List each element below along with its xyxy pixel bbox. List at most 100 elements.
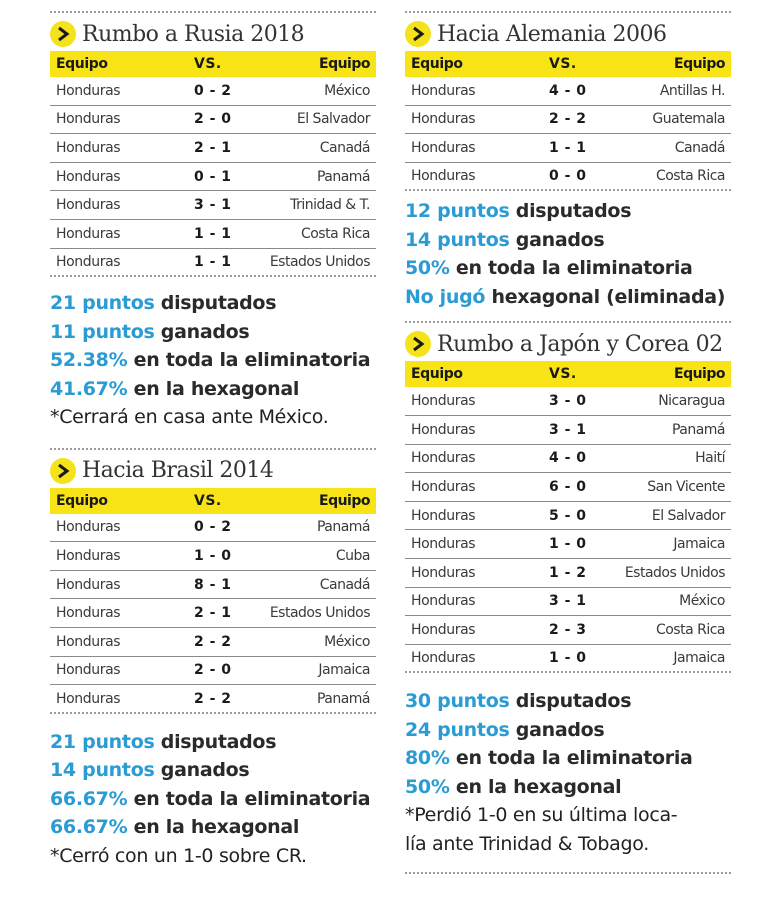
stats-block: 12 puntos disputados 14 puntos ganados 50%… — [405, 197, 731, 311]
table-body: Honduras 0 - 2 México Honduras 2 - 0 El Salva… — [50, 77, 376, 278]
section-title-text: Rumbo a Rusia 2018 — [82, 21, 305, 47]
stat-label: disputados — [509, 200, 632, 223]
header-equipo: Equipo — [56, 492, 108, 509]
table-row: Honduras 0 - 0 Costa Rica — [405, 163, 731, 192]
header-vs: VS. — [549, 56, 577, 72]
score: 2 - 0 — [194, 662, 232, 679]
home-team: Honduras — [411, 507, 476, 524]
left-column: Rumbo a Rusia 2018 Equipo VS. Equipo Hon… — [50, 0, 376, 870]
score: 4 - 0 — [549, 450, 587, 467]
stat-line: 14 puntos ganados — [405, 226, 731, 255]
home-team: Honduras — [56, 605, 121, 622]
header-vs: VS. — [194, 56, 222, 72]
score: 1 - 1 — [194, 253, 232, 270]
chevron-right-icon — [405, 331, 431, 358]
table-row: Honduras 2 - 3 Costa Rica — [405, 616, 731, 645]
section-rusia-2018: Rumbo a Rusia 2018 Equipo VS. Equipo Hon… — [50, 17, 376, 432]
stats-block: 21 puntos disputados 11 puntos ganados 52.… — [50, 289, 376, 432]
table-row: Honduras 6 - 0 San Vicente — [405, 473, 731, 502]
section-title-text: Rumbo a Japón y Corea 02 — [437, 331, 723, 357]
table-row: Honduras 0 - 1 Panamá — [50, 163, 376, 192]
divider — [405, 872, 731, 875]
away-team: Trinidad & T. — [290, 197, 370, 214]
section-title: Rumbo a Japón y Corea 02 — [405, 327, 731, 361]
score: 3 - 1 — [549, 421, 587, 438]
score: 2 - 2 — [549, 111, 587, 128]
stat-line: 50% en la hexagonal — [405, 773, 731, 802]
away-team: Costa Rica — [655, 168, 726, 185]
home-team: Honduras — [56, 633, 121, 650]
stat-label: disputados — [154, 292, 277, 315]
table-row: Honduras 3 - 1 Panamá — [405, 416, 731, 445]
note: *Cerrará en casa ante México. — [50, 406, 329, 429]
table-header: Equipo VS. Equipo — [405, 361, 731, 388]
score: 3 - 1 — [194, 197, 232, 214]
stat-label: en toda la eliminatoria — [127, 787, 371, 810]
score: 1 - 2 — [549, 564, 587, 581]
away-team: México — [324, 82, 370, 99]
home-team: Honduras — [56, 662, 121, 679]
home-team: Honduras — [411, 593, 476, 610]
score: 0 - 1 — [194, 168, 232, 185]
stat-value: 66.67% — [50, 816, 128, 839]
home-team: Honduras — [56, 690, 121, 707]
stat-line: No jugó hexagonal (eliminada) — [405, 283, 731, 312]
stat-label: en la hexagonal — [127, 816, 300, 839]
stat-value: No jugó — [405, 285, 486, 308]
stat-value: 14 puntos — [405, 228, 510, 251]
score: 2 - 0 — [194, 111, 232, 128]
score: 8 - 1 — [194, 576, 232, 593]
stat-line: 30 puntos disputados — [405, 687, 731, 716]
stat-label: en toda la eliminatoria — [449, 257, 693, 280]
table-header: Equipo VS. Equipo — [50, 487, 376, 514]
home-team: Honduras — [411, 111, 476, 128]
score: 1 - 0 — [549, 536, 587, 553]
stat-label: en la hexagonal — [449, 775, 622, 798]
stat-line: 21 puntos disputados — [50, 289, 376, 318]
stat-line: 24 puntos ganados — [405, 716, 731, 745]
table-row: Honduras 1 - 0 Jamaica — [405, 645, 731, 674]
away-team: Guatemala — [652, 111, 725, 128]
table-row: Honduras 1 - 0 Cuba — [50, 542, 376, 571]
table-row: Honduras 0 - 2 México — [50, 77, 376, 106]
home-team: Honduras — [411, 621, 476, 638]
home-team: Honduras — [56, 225, 121, 242]
away-team: Canadá — [674, 139, 726, 156]
table-header: Equipo VS. Equipo — [405, 51, 731, 77]
away-team: Panamá — [316, 519, 371, 536]
header-vs: VS. — [549, 366, 577, 383]
away-team: Nicaragua — [658, 393, 725, 410]
away-team: Panamá — [316, 690, 371, 707]
stat-label: en toda la eliminatoria — [449, 747, 693, 770]
score: 0 - 2 — [194, 82, 232, 99]
results-table: Equipo VS. Equipo Honduras 0 - 2 México Hon… — [50, 51, 376, 278]
table-row: Honduras 8 - 1 Canadá — [50, 571, 376, 600]
header-equipo-rival: Equipo — [319, 56, 371, 72]
table-row: Honduras 0 - 2 Panamá — [50, 514, 376, 543]
home-team: Honduras — [56, 548, 121, 565]
stat-line: 14 puntos ganados — [50, 756, 376, 785]
away-team: Jamaica — [318, 662, 370, 679]
table-body: Honduras 3 - 0 Nicaragua Honduras 3 - 1 Panam… — [405, 387, 731, 674]
home-team: Honduras — [56, 519, 121, 536]
table-row: Honduras 2 - 2 México — [50, 628, 376, 657]
results-table: Equipo VS. Equipo Honduras 0 - 2 Panamá Hon… — [50, 487, 376, 714]
section-japon-corea-2002: Rumbo a Japón y Corea 02 Equipo VS. Equi… — [405, 327, 731, 858]
stat-value: 41.67% — [50, 377, 128, 400]
home-team: Honduras — [411, 564, 476, 581]
table-row: Honduras 2 - 0 Jamaica — [50, 657, 376, 686]
score: 2 - 1 — [194, 605, 232, 622]
stat-value: 24 puntos — [405, 718, 510, 741]
header-equipo: Equipo — [56, 56, 108, 72]
score: 4 - 0 — [549, 82, 587, 99]
stat-line: 66.67% en toda la eliminatoria — [50, 785, 376, 814]
stat-label: hexagonal (eliminada) — [485, 285, 726, 308]
away-team: México — [679, 593, 725, 610]
section-alemania-2006: Hacia Alemania 2006 Equipo VS. Equipo Ho… — [405, 17, 731, 311]
table-row: Honduras 4 - 0 Antillas H. — [405, 77, 731, 106]
home-team: Honduras — [411, 450, 476, 467]
chevron-right-icon — [50, 21, 76, 47]
stat-value: 12 puntos — [405, 200, 510, 223]
table-row: Honduras 2 - 2 Guatemala — [405, 106, 731, 135]
score: 2 - 3 — [549, 621, 587, 638]
